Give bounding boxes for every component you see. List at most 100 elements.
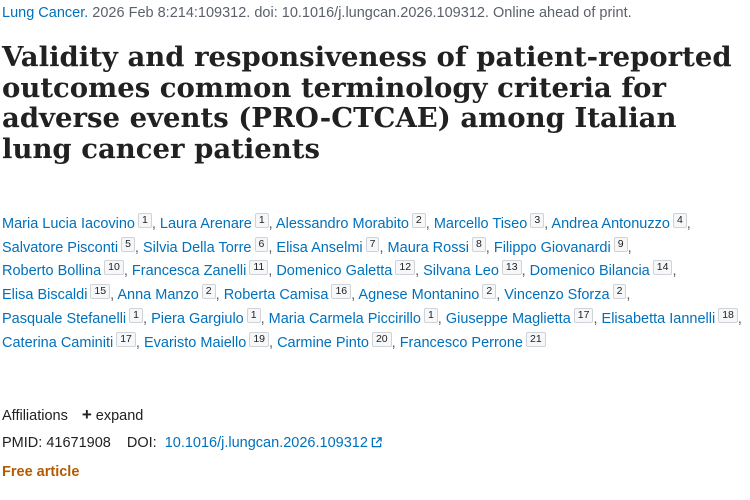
author-name-link[interactable]: Filippo Giovanardi [493, 239, 611, 256]
author-separator: , [627, 239, 632, 256]
author-item: Maria Lucia Iacovino 1, [2, 213, 156, 232]
affiliation-number-button[interactable]: 2 [612, 284, 627, 300]
affiliation-number-button[interactable]: 10 [104, 260, 124, 276]
affiliation-number-button[interactable]: 2 [201, 284, 216, 300]
affiliation-number-button[interactable]: 1 [138, 213, 152, 228]
author-name-link[interactable]: Alessandro Morabito [275, 216, 409, 232]
author-separator: , [391, 334, 396, 351]
affiliation-number-button[interactable]: 5 [121, 236, 135, 252]
author-name-link[interactable]: Domenico Bilancia [529, 263, 650, 280]
author-name-link[interactable]: Caterina Caminiti [2, 334, 114, 351]
author-name-link[interactable]: Roberta Camisa [223, 287, 329, 304]
author-item: Francesca Zanelli 11, [131, 260, 273, 280]
affiliation-number-button[interactable]: 9 [613, 236, 628, 252]
affiliation-number-button[interactable]: 6 [254, 236, 269, 252]
author-name-link[interactable]: Silvana Leo [423, 263, 499, 280]
author-item: Roberto Bollina 10, [2, 260, 128, 280]
author-name-link[interactable]: Francesco Perrone [399, 334, 523, 351]
author-separator: , [437, 310, 442, 327]
affiliation-number-button[interactable]: 14 [652, 260, 673, 276]
author-name-link[interactable]: Carmine Pinto [277, 334, 369, 351]
author-name-link[interactable]: Roberto Bollina [2, 263, 102, 280]
doi-link-text: 10.1016/j.lungcan.2026.109312 [164, 435, 368, 451]
author-name-link[interactable]: Giuseppe Maglietta [445, 310, 571, 327]
author-separator: , [626, 287, 631, 304]
free-article-badge[interactable]: Free article [2, 464, 80, 480]
affiliation-number-button[interactable]: 4 [672, 213, 687, 228]
article-title: Validity and responsiveness of patient-r… [2, 41, 732, 165]
author-name-link[interactable]: Francesca Zanelli [131, 263, 247, 280]
author-name-link[interactable]: Laura Arenare [159, 216, 252, 232]
identifiers-row: PMID: 41671908 DOI: 10.1016/j.lungcan.20… [2, 435, 382, 451]
author-item: Piera Gargiulo 1, [151, 307, 265, 327]
affiliation-number-button[interactable]: 16 [331, 284, 352, 300]
affiliation-number-button[interactable]: 3 [530, 213, 545, 228]
affiliation-number-button[interactable]: 21 [526, 331, 546, 347]
author-name-link[interactable]: Vincenzo Sforza [504, 287, 610, 304]
author-item: Elisabetta Iannelli 18, [601, 307, 742, 327]
author-item: Roberta Camisa 16, [223, 284, 356, 304]
author-name-link[interactable]: Salvatore Pisconti [2, 239, 119, 256]
author-separator: , [268, 263, 273, 280]
author-name-link[interactable]: Elisa Anselmi [276, 239, 363, 256]
affiliation-number-button[interactable]: 12 [395, 260, 416, 276]
author-name-link[interactable]: Marcello Tiseo [433, 216, 528, 232]
author-item: Evaristo Maiello 19, [143, 331, 273, 351]
author-item: Salvatore Pisconti 5, [2, 236, 139, 256]
author-name-link[interactable]: Agnese Montanino [358, 287, 480, 304]
author-separator: , [485, 239, 490, 256]
author-separator: , [351, 287, 356, 304]
author-name-link[interactable]: Maria Lucia Iacovino [2, 216, 135, 232]
author-item: Francesco Perrone 21 [399, 331, 546, 351]
affiliation-number-button[interactable]: 8 [471, 236, 486, 252]
affiliation-number-button[interactable]: 2 [411, 213, 426, 228]
author-name-link[interactable]: Elisabetta Iannelli [601, 310, 716, 327]
affiliation-number-button[interactable]: 13 [501, 260, 522, 276]
author-name-link[interactable]: Silvia Della Torre [142, 239, 252, 256]
author-name-link[interactable]: Pasquale Stefanelli [2, 310, 127, 327]
author-separator: , [737, 310, 742, 327]
author-name-link[interactable]: Domenico Galetta [276, 263, 393, 280]
author-name-link[interactable]: Anna Manzo [117, 287, 199, 304]
doi-label: DOI: [126, 435, 157, 451]
affiliations-label: Affiliations [2, 408, 68, 424]
expand-affiliations-button[interactable]: + expand [81, 405, 144, 424]
journal-link[interactable]: Lung Cancer. [2, 5, 89, 21]
author-name-link[interactable]: Evaristo Maiello [143, 334, 247, 351]
author-item: Pasquale Stefanelli 1, [2, 307, 148, 327]
affiliation-number-button[interactable]: 11 [249, 260, 269, 276]
affiliation-number-button[interactable]: 18 [718, 307, 738, 323]
author-separator: , [215, 287, 220, 304]
affiliation-number-button[interactable]: 1 [246, 307, 261, 323]
author-item: Silvia Della Torre 6, [142, 236, 273, 256]
affiliation-number-button[interactable]: 15 [90, 284, 111, 300]
affiliation-number-button[interactable]: 17 [116, 331, 136, 347]
author-separator: , [260, 310, 265, 327]
external-link-icon [371, 437, 382, 448]
affiliation-number-button[interactable]: 1 [129, 307, 143, 323]
pmid-label: PMID: [2, 435, 43, 451]
author-name-link[interactable]: Piera Gargiulo [151, 310, 244, 327]
author-name-link[interactable]: Andrea Antonuzzo [551, 216, 670, 232]
affiliation-number-button[interactable]: 2 [482, 284, 497, 300]
affiliation-number-button[interactable]: 19 [249, 331, 269, 347]
affiliation-number-button[interactable]: 7 [365, 236, 380, 252]
author-separator: , [143, 310, 148, 327]
author-item: Marcello Tiseo 3, [433, 213, 548, 232]
plus-icon: + [81, 405, 92, 424]
author-item: Carmine Pinto 20, [277, 331, 396, 351]
author-separator: , [521, 263, 526, 280]
author-separator: , [268, 216, 273, 232]
author-separator: , [593, 310, 598, 327]
author-name-link[interactable]: Elisa Biscaldi [2, 287, 88, 304]
author-name-link[interactable]: Maura Rossi [387, 239, 469, 256]
author-separator: , [268, 239, 273, 256]
author-separator: , [151, 216, 156, 232]
author-name-link[interactable]: Maria Carmela Piccirillo [268, 310, 421, 327]
doi-link[interactable]: 10.1016/j.lungcan.2026.109312 [165, 435, 382, 451]
affiliation-number-button[interactable]: 20 [371, 331, 392, 347]
affiliation-number-button[interactable]: 1 [423, 307, 438, 323]
affiliation-number-button[interactable]: 1 [254, 213, 269, 228]
affiliation-number-button[interactable]: 17 [573, 307, 594, 323]
